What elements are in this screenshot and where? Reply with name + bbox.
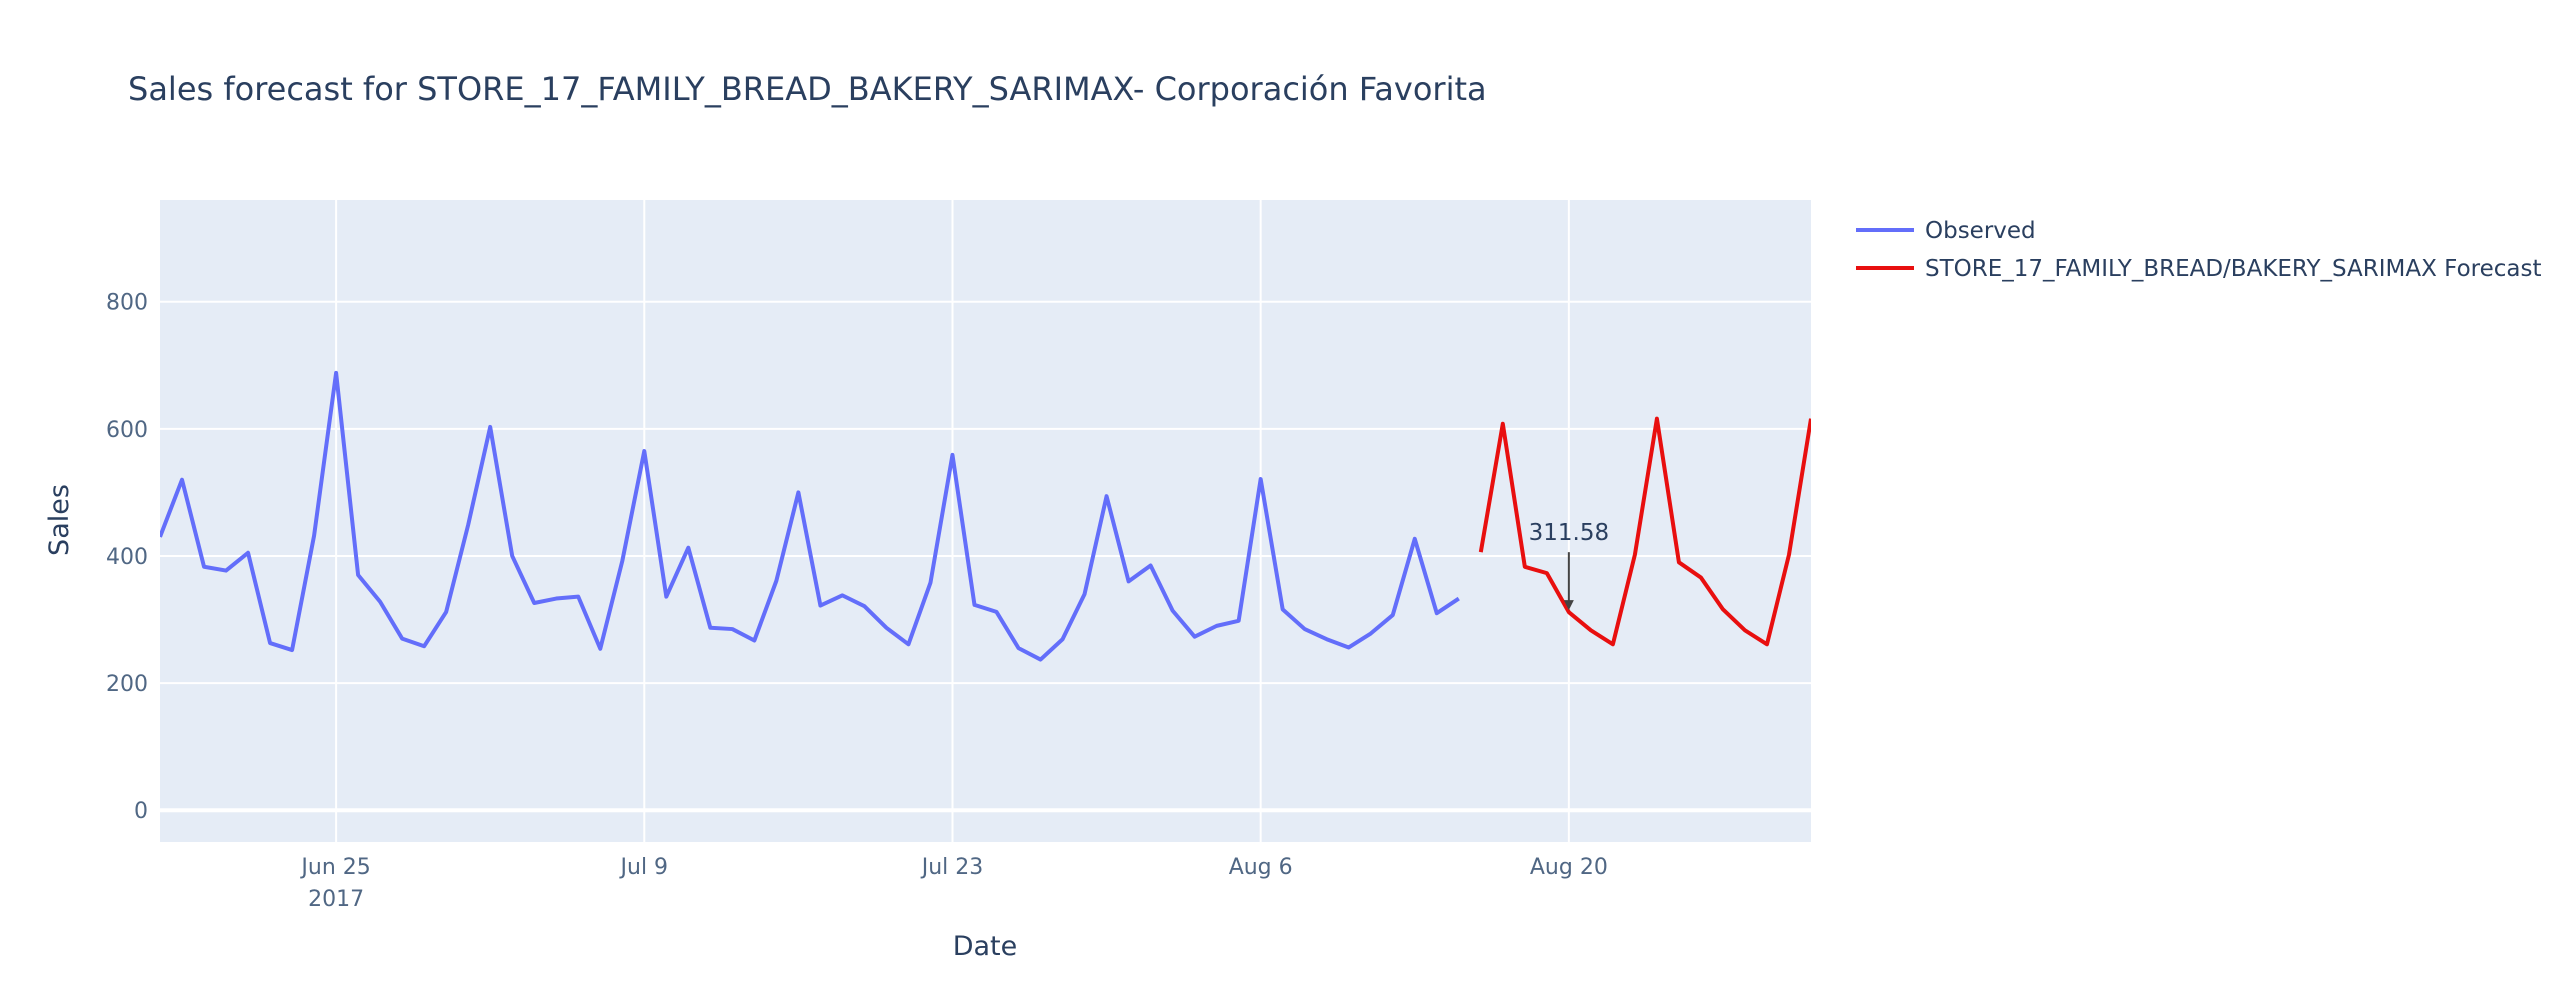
x-tick-label: Jun 25 — [299, 855, 370, 880]
x-axis-title: Date — [953, 931, 1018, 962]
x-tick-label: Aug 20 — [1530, 855, 1608, 880]
x-gridlines — [335, 200, 1570, 842]
series-line-forecast — [1478, 416, 1811, 647]
x-tick-label: Aug 6 — [1229, 855, 1293, 880]
y-tick-label: 400 — [106, 545, 148, 570]
x-tick-labels: Jun 25 2017 Jul 9 Jul 23 Aug 6 Aug 20 — [299, 855, 1607, 912]
annotation-arrow-head — [1563, 600, 1574, 611]
y-tick-label: 800 — [106, 291, 148, 316]
series-layer — [160, 370, 1811, 662]
legend: Observed STORE_17_FAMILY_BREAD/BAKERY_SAR… — [1856, 218, 2542, 282]
y-tick-label: 0 — [134, 799, 148, 824]
y-tick-label: 600 — [106, 418, 148, 443]
legend-label: Observed — [1925, 218, 2036, 244]
chart-title: Sales forecast for STORE_17_FAMILY_BREAD… — [128, 70, 1487, 108]
annotation-label: 311.58 — [1529, 520, 1609, 546]
series-line-observed — [160, 370, 1460, 662]
y-gridlines — [160, 300, 1811, 813]
y-tick-labels: 0 200 400 600 800 — [106, 291, 148, 825]
x-tick-sublabel: 2017 — [308, 887, 364, 912]
forecast-annotation: 311.58 — [1529, 520, 1609, 611]
y-axis-title: Sales — [44, 484, 75, 556]
x-tick-label: Jul 9 — [619, 855, 669, 880]
y-tick-label: 200 — [106, 672, 148, 697]
legend-label: STORE_17_FAMILY_BREAD/BAKERY_SARIMAX For… — [1925, 256, 2542, 282]
x-tick-label: Jul 23 — [920, 855, 984, 880]
plot-area — [160, 200, 1811, 842]
